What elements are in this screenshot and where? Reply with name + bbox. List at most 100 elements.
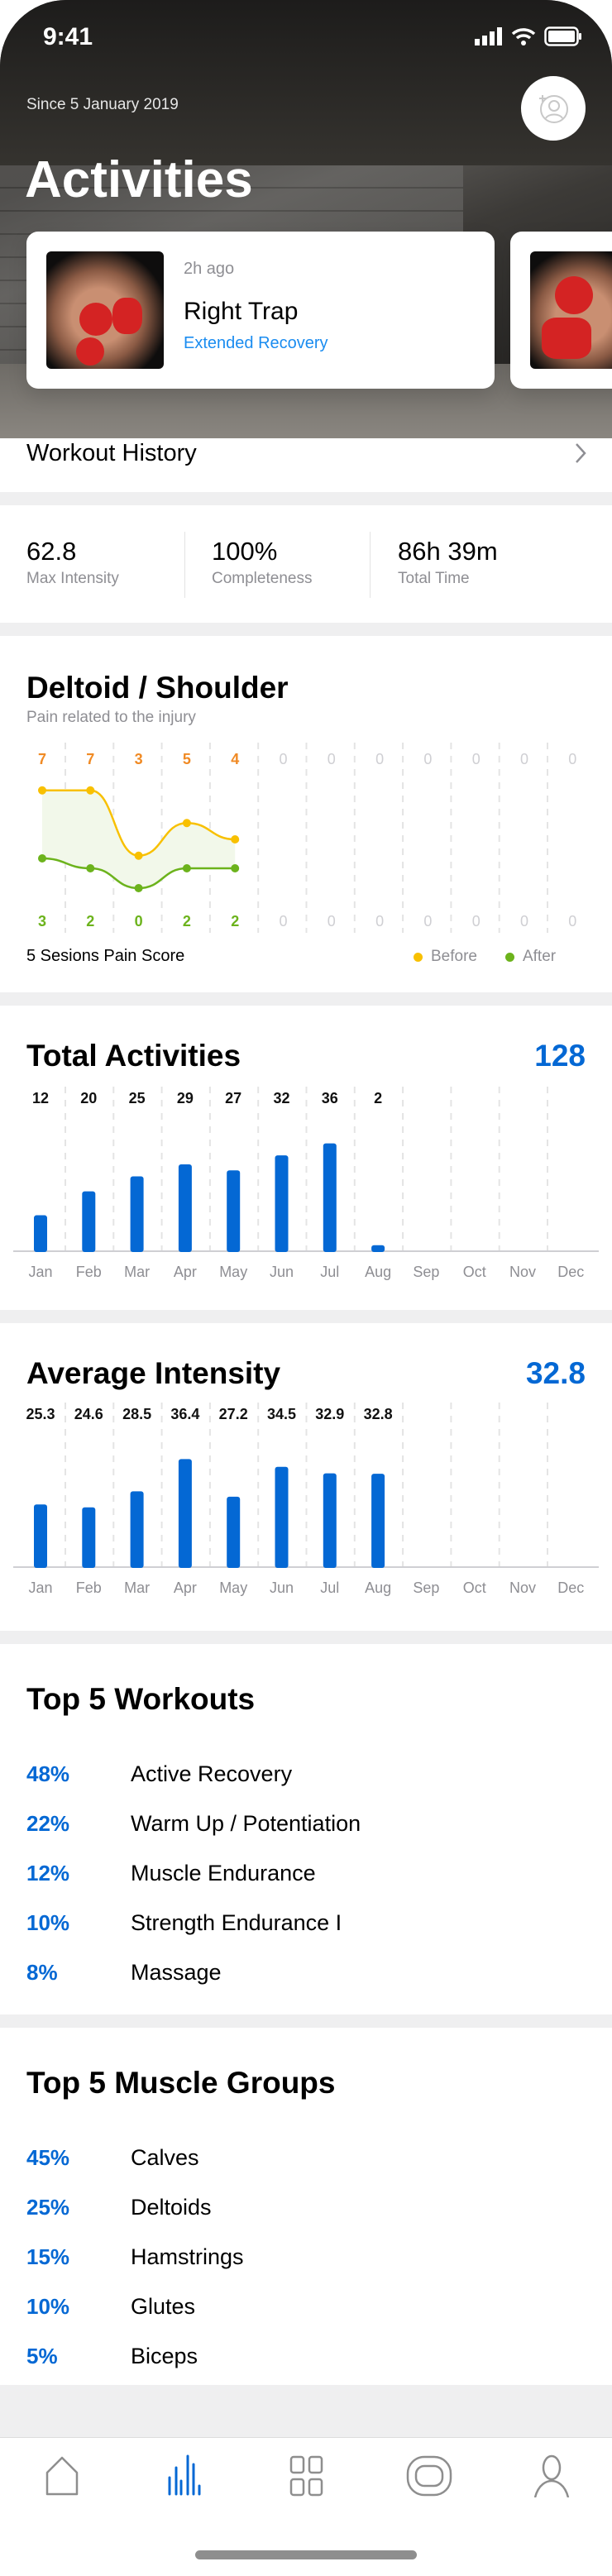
tab-activities[interactable] (165, 2454, 204, 2497)
bar (178, 1164, 192, 1252)
section-divider (0, 2014, 612, 2028)
before-value-label: 0 (520, 751, 528, 767)
list-item-name: Massage (131, 1960, 222, 1985)
section-divider (0, 1310, 612, 1323)
stat-divider (370, 532, 371, 598)
activity-time: 2h ago (184, 260, 235, 278)
legend-after-dot (504, 952, 514, 962)
list-item-name: Muscle Endurance (131, 1861, 316, 1885)
profile-icon (533, 2454, 570, 2498)
after-point (231, 864, 240, 872)
legend-before-dot (414, 952, 423, 962)
stat-value: 100% (212, 537, 278, 566)
total-activities-value: 128 (534, 1039, 586, 1073)
tab-profile[interactable] (532, 2454, 571, 2498)
before-value-label: 0 (279, 751, 287, 767)
total-activities-chart: Jan 12 Feb 20 Mar 25 Apr 29 May 27 Jun 32 Jul 36 Aug 2 S… (13, 1087, 599, 1280)
list-item-percent: 10% (26, 2294, 70, 2319)
since-date: Since 5 January 2019 (26, 96, 179, 113)
list-item-percent: 22% (26, 1811, 70, 1836)
pain-chart-footer: 5 Sesions Pain Score (26, 947, 185, 965)
bar-value-label: 36 (322, 1090, 338, 1106)
stat-completeness: 100% Completeness (212, 537, 312, 588)
bar (227, 1496, 241, 1568)
list-item-name: Warm Up / Potentiation (131, 1811, 361, 1836)
after-value-label: 0 (423, 913, 432, 930)
signal-icon (475, 27, 502, 45)
month-label: Apr (174, 1580, 197, 1596)
month-label: Oct (463, 1580, 486, 1596)
stat-value: 62.8 (26, 537, 77, 566)
before-value-label: 0 (423, 751, 432, 767)
bar (371, 1245, 385, 1252)
after-value-label: 0 (135, 913, 143, 930)
section-divider (0, 992, 612, 1006)
month-label: Dec (557, 1580, 584, 1596)
bar (34, 1504, 47, 1568)
stat-label: Completeness (212, 570, 313, 587)
stat-label: Total Time (398, 570, 470, 587)
bar (323, 1143, 337, 1252)
list-item-name: Glutes (131, 2294, 196, 2319)
home-indicator[interactable] (195, 2550, 417, 2559)
month-label: Jun (270, 1580, 294, 1596)
add-user-icon (539, 95, 568, 123)
list-item-name: Calves (131, 2145, 199, 2170)
list-item-name: Biceps (131, 2344, 198, 2368)
pain-chart-subtitle: Pain related to the injury (26, 709, 196, 726)
top-muscles-title: Top 5 Muscle Groups (26, 2066, 336, 2100)
bar (275, 1155, 289, 1252)
section-divider (0, 492, 612, 505)
bar (82, 1507, 96, 1568)
bar-value-label: 32.8 (364, 1406, 393, 1422)
tab-device[interactable] (406, 2454, 452, 2497)
before-value-label: 0 (375, 751, 384, 767)
bar (275, 1466, 289, 1568)
stat-label: Max Intensity (26, 570, 119, 587)
month-label: Mar (124, 1580, 150, 1596)
activity-name: Right Trap (184, 298, 299, 325)
before-point (38, 786, 46, 795)
battery-icon (544, 26, 581, 46)
month-label: Jan (28, 1580, 52, 1596)
workout-history-row[interactable]: Workout History (0, 422, 612, 491)
bar (227, 1170, 241, 1252)
stat-value: 86h 39m (398, 537, 498, 566)
month-label: Feb (76, 1264, 102, 1280)
tab-home[interactable] (42, 2454, 82, 2497)
stat-total-time: 86h 39m Total Time (398, 537, 498, 588)
before-point (86, 786, 95, 795)
activity-bars-icon (168, 2454, 201, 2496)
month-label: May (219, 1580, 247, 1596)
workout-history-label: Workout History (26, 440, 197, 466)
recent-activity-card[interactable]: 2h ago Right Trap Extended Recovery (26, 232, 495, 389)
month-label: Mar (124, 1264, 150, 1280)
month-label: Nov (509, 1580, 536, 1596)
bar-value-label: 27 (225, 1090, 241, 1106)
hero-ceiling (0, 0, 612, 165)
recent-activity-card-next[interactable] (510, 232, 612, 389)
legend-before-label: Before (431, 948, 477, 965)
average-intensity-value: 32.8 (525, 1356, 586, 1390)
bar (371, 1474, 385, 1568)
add-user-button[interactable] (521, 76, 586, 141)
after-value-label: 0 (375, 913, 384, 930)
bar (130, 1491, 144, 1568)
list-item-percent: 25% (26, 2195, 70, 2220)
before-point (231, 835, 240, 844)
bar-value-label: 27.2 (219, 1406, 248, 1422)
month-label: Aug (365, 1264, 391, 1280)
total-activities-title: Total Activities (26, 1039, 241, 1073)
after-value-label: 0 (328, 913, 336, 930)
before-value-label: 0 (568, 751, 576, 767)
month-label: Jan (28, 1264, 52, 1280)
list-item-percent: 8% (26, 1960, 58, 1985)
bar (323, 1473, 337, 1568)
bar-value-label: 12 (32, 1090, 49, 1106)
bar (82, 1191, 96, 1252)
tab-grid[interactable] (287, 2454, 327, 2497)
month-label: Oct (463, 1264, 486, 1280)
bar-value-label: 36.4 (170, 1406, 199, 1422)
bar-value-label: 25.3 (26, 1406, 55, 1422)
pain-chart: 7 7 3 5 4 0 0 0 0 0 0 0 3 2 0 2 2 0 0 0 0 0 0 0 (38, 743, 576, 933)
